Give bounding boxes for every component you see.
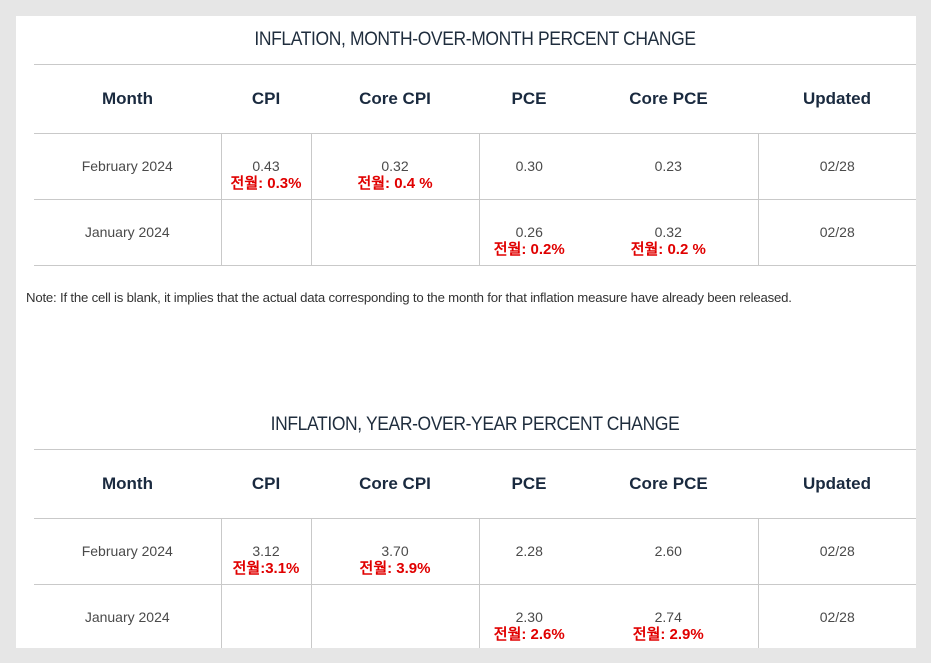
core-pce-prev-note: 전월: 0.2 %: [630, 241, 706, 258]
mom-table: Month CPI Core CPI PCE Core PCE Updated …: [34, 64, 916, 266]
yoy-table: Month CPI Core CPI PCE Core PCE Updated …: [34, 449, 916, 648]
mom-header-row: Month CPI Core CPI PCE Core PCE Updated: [34, 64, 916, 134]
pce-cell: 2.30 전월: 2.6%: [478, 584, 579, 648]
core-pce-cell: 2.60: [579, 518, 758, 585]
core-pce-value: 2.74: [654, 609, 682, 625]
core-cpi-value: 3.70: [381, 543, 409, 559]
cpi-cell: 0.43 전월: 0.3%: [220, 133, 311, 200]
core-cpi-prev-note: 전월: 3.9%: [359, 560, 431, 577]
month-value: January 2024: [84, 609, 170, 625]
yoy-title: INFLATION, YEAR-OVER-YEAR PERCENT CHANGE: [270, 414, 680, 435]
updated-value: 02/28: [819, 224, 855, 240]
pce-prev-note: 전월: 2.6%: [493, 626, 565, 643]
cpi-cell: 3.12 전월:3.1%: [220, 518, 311, 585]
col-header-core-cpi: Core CPI: [311, 449, 479, 519]
core-pce-prev-note: 전월: 2.9%: [632, 626, 704, 643]
month-cell: January 2024: [34, 584, 221, 648]
month-value: January 2024: [84, 224, 170, 240]
col-header-pce: PCE: [479, 449, 579, 519]
updated-value: 02/28: [819, 609, 855, 625]
core-cpi-cell: [310, 199, 479, 266]
core-cpi-value: 0.32: [381, 158, 409, 174]
core-cpi-cell: 3.70 전월: 3.9%: [310, 518, 479, 585]
table-row: January 2024 0.26 전월: 0.2% 0.32 전월: 0.2 % …: [34, 199, 916, 266]
pce-value: 2.28: [515, 543, 543, 559]
blank-cell-footnote: Note: If the cell is blank, it implies t…: [26, 290, 792, 305]
table-row: January 2024 2.30 전월: 2.6% 2.74 전월: 2.9% 0…: [34, 584, 916, 648]
updated-value: 02/28: [819, 158, 855, 174]
pce-value: 0.26: [515, 224, 543, 240]
cpi-cell: [220, 584, 311, 648]
month-cell: January 2024: [34, 199, 221, 266]
content-card: INFLATION, MONTH-OVER-MONTH PERCENT CHAN…: [16, 16, 916, 648]
col-header-core-pce: Core PCE: [579, 449, 758, 519]
col-header-month: Month: [34, 449, 221, 519]
yoy-header-row: Month CPI Core CPI PCE Core PCE Updated: [34, 449, 916, 519]
cpi-prev-note: 전월: 0.3%: [230, 175, 302, 192]
col-header-core-cpi: Core CPI: [311, 64, 479, 134]
pce-cell: 2.28: [478, 518, 579, 585]
core-cpi-prev-note: 전월: 0.4 %: [357, 175, 433, 192]
month-cell: February 2024: [34, 133, 221, 200]
core-pce-value: 2.60: [654, 543, 682, 559]
core-pce-value: 0.32: [654, 224, 682, 240]
core-cpi-cell: 0.32 전월: 0.4 %: [310, 133, 479, 200]
col-header-updated: Updated: [758, 64, 916, 134]
pce-value: 2.30: [515, 609, 543, 625]
pce-cell: 0.30: [478, 133, 579, 200]
core-pce-cell: 0.23: [579, 133, 758, 200]
mom-section: INFLATION, MONTH-OVER-MONTH PERCENT CHAN…: [34, 16, 916, 266]
cpi-cell: [220, 199, 311, 266]
core-pce-value: 0.23: [654, 158, 682, 174]
cpi-value: 3.12: [252, 543, 280, 559]
col-header-core-pce: Core PCE: [579, 64, 758, 134]
mom-title: INFLATION, MONTH-OVER-MONTH PERCENT CHAN…: [254, 29, 696, 50]
col-header-cpi: CPI: [221, 449, 311, 519]
updated-cell: 02/28: [757, 199, 916, 266]
updated-cell: 02/28: [757, 584, 916, 648]
month-cell: February 2024: [34, 518, 221, 585]
updated-cell: 02/28: [757, 133, 916, 200]
col-header-pce: PCE: [479, 64, 579, 134]
core-pce-cell: 0.32 전월: 0.2 %: [579, 199, 758, 266]
month-value: February 2024: [81, 158, 173, 174]
col-header-month: Month: [34, 64, 221, 134]
core-pce-cell: 2.74 전월: 2.9%: [579, 584, 758, 648]
month-value: February 2024: [81, 543, 173, 559]
yoy-section: INFLATION, YEAR-OVER-YEAR PERCENT CHANGE…: [34, 401, 916, 648]
pce-value: 0.30: [515, 158, 543, 174]
col-header-updated: Updated: [758, 449, 916, 519]
col-header-cpi: CPI: [221, 64, 311, 134]
cpi-value: 0.43: [252, 158, 280, 174]
updated-value: 02/28: [819, 543, 855, 559]
pce-cell: 0.26 전월: 0.2%: [478, 199, 579, 266]
cpi-prev-note: 전월:3.1%: [232, 560, 300, 577]
pce-prev-note: 전월: 0.2%: [493, 241, 565, 258]
updated-cell: 02/28: [757, 518, 916, 585]
table-row: February 2024 3.12 전월:3.1% 3.70 전월: 3.9% 2…: [34, 518, 916, 585]
core-cpi-cell: [310, 584, 479, 648]
table-row: February 2024 0.43 전월: 0.3% 0.32 전월: 0.4 %…: [34, 133, 916, 200]
